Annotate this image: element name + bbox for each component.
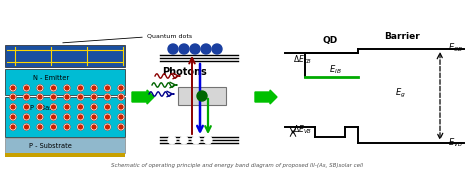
Circle shape <box>10 85 16 91</box>
Circle shape <box>51 104 56 110</box>
Circle shape <box>104 114 110 120</box>
Circle shape <box>51 85 56 91</box>
Circle shape <box>168 44 178 54</box>
Circle shape <box>24 124 29 130</box>
Bar <box>178 87 226 105</box>
Circle shape <box>104 85 110 91</box>
Circle shape <box>118 104 124 110</box>
Circle shape <box>64 104 70 110</box>
Circle shape <box>64 94 70 100</box>
Circle shape <box>78 94 83 100</box>
Circle shape <box>168 136 176 144</box>
Bar <box>5 45 125 67</box>
Circle shape <box>51 124 56 130</box>
Circle shape <box>204 136 212 144</box>
Circle shape <box>78 85 83 91</box>
Circle shape <box>104 124 110 130</box>
Circle shape <box>91 85 97 91</box>
Circle shape <box>197 91 207 101</box>
Circle shape <box>179 44 189 54</box>
Text: Quantum dots: Quantum dots <box>147 33 192 38</box>
Text: $E_{CB}$: $E_{CB}$ <box>448 42 463 54</box>
Text: P - Base: P - Base <box>30 105 57 111</box>
Circle shape <box>37 124 43 130</box>
Circle shape <box>104 104 110 110</box>
Circle shape <box>10 114 16 120</box>
Circle shape <box>64 114 70 120</box>
Bar <box>5 97 125 137</box>
Circle shape <box>10 94 16 100</box>
Circle shape <box>104 94 110 100</box>
Circle shape <box>180 136 188 144</box>
Circle shape <box>190 44 200 54</box>
Circle shape <box>10 124 16 130</box>
Circle shape <box>118 85 124 91</box>
Text: $E_{IB}$: $E_{IB}$ <box>328 63 341 75</box>
Circle shape <box>24 114 29 120</box>
Text: N - Emitter: N - Emitter <box>33 75 69 81</box>
Circle shape <box>91 124 97 130</box>
Circle shape <box>212 44 222 54</box>
Circle shape <box>37 114 43 120</box>
Text: P - Substrate: P - Substrate <box>29 142 72 149</box>
Bar <box>5 138 125 153</box>
Circle shape <box>201 44 211 54</box>
FancyArrow shape <box>132 90 154 104</box>
Circle shape <box>192 136 200 144</box>
Circle shape <box>64 85 70 91</box>
Circle shape <box>64 124 70 130</box>
Circle shape <box>37 104 43 110</box>
Circle shape <box>118 94 124 100</box>
Circle shape <box>91 104 97 110</box>
Text: Photons: Photons <box>162 67 207 77</box>
Text: $E_{VB}$: $E_{VB}$ <box>448 137 463 149</box>
Circle shape <box>24 94 29 100</box>
FancyArrow shape <box>255 90 277 104</box>
Text: Schematic of operating principle and energy band diagram of proposed III-(As, SB: Schematic of operating principle and ene… <box>111 163 363 167</box>
Circle shape <box>24 104 29 110</box>
Text: $\Delta E_{VB}$: $\Delta E_{VB}$ <box>293 124 312 136</box>
Circle shape <box>118 114 124 120</box>
Circle shape <box>118 124 124 130</box>
Circle shape <box>24 85 29 91</box>
Text: Barrier: Barrier <box>384 32 420 41</box>
Circle shape <box>91 94 97 100</box>
Text: QD: QD <box>322 36 337 45</box>
Circle shape <box>78 104 83 110</box>
Bar <box>5 69 125 95</box>
Circle shape <box>37 85 43 91</box>
Text: $\Delta E_{CB}$: $\Delta E_{CB}$ <box>293 54 312 66</box>
Circle shape <box>37 94 43 100</box>
Text: $E_g$: $E_g$ <box>394 86 405 100</box>
Circle shape <box>10 104 16 110</box>
Circle shape <box>78 114 83 120</box>
Circle shape <box>91 114 97 120</box>
Circle shape <box>51 94 56 100</box>
Circle shape <box>78 124 83 130</box>
Circle shape <box>51 114 56 120</box>
Bar <box>5 153 125 157</box>
